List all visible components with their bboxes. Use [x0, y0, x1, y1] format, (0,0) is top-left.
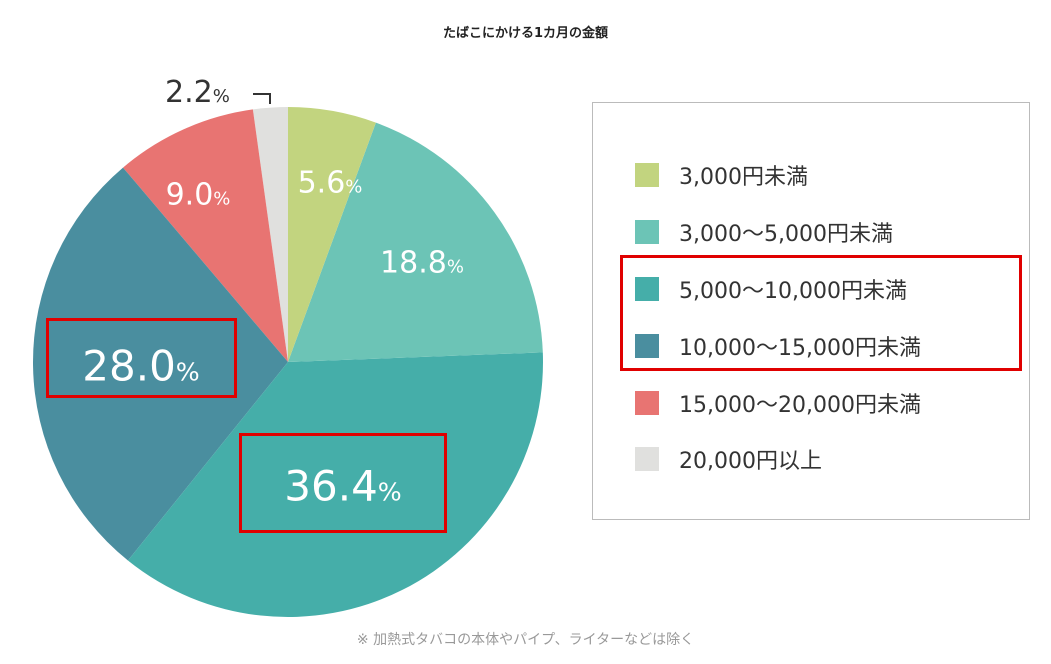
legend: 3,000円未満 3,000〜5,000円未満 5,000〜10,000円未満 …	[592, 102, 1030, 520]
legend-item: 3,000円未満	[635, 159, 808, 191]
data-label-5: 2.2%	[165, 75, 230, 110]
highlight-box-28	[46, 318, 237, 398]
legend-item: 20,000円以上	[635, 443, 822, 475]
highlight-box-legend	[620, 255, 1022, 371]
legend-swatch	[635, 391, 659, 415]
pie-slice-5	[252, 107, 288, 362]
legend-swatch	[635, 163, 659, 187]
legend-label: 15,000〜20,000円未満	[679, 393, 921, 418]
legend-item: 3,000〜5,000円未満	[635, 216, 893, 248]
legend-item: 15,000〜20,000円未満	[635, 387, 921, 419]
legend-label: 20,000円以上	[679, 449, 822, 474]
pie-slice-0	[288, 107, 376, 362]
pie-slice-3	[32, 167, 288, 561]
legend-label: 3,000円未満	[679, 165, 808, 190]
data-label-3: 28.0%	[82, 341, 200, 391]
legend-swatch	[635, 220, 659, 244]
footnote: ※ 加熱式タバコの本体やパイプ、ライターなどは除く	[356, 632, 695, 648]
highlight-box-36	[239, 433, 447, 533]
pie-slice-4	[123, 109, 288, 362]
legend-item: 5,000〜10,000円未満	[635, 273, 907, 305]
data-label-2: 36.4%	[284, 461, 402, 511]
pie-slice-1	[288, 122, 543, 362]
legend-label: 10,000〜15,000円未満	[679, 336, 921, 361]
legend-item: 10,000〜15,000円未満	[635, 330, 921, 362]
chart-title: たばこにかける1カ月の金額	[442, 26, 609, 41]
legend-label: 5,000〜10,000円未満	[679, 279, 907, 304]
legend-swatch	[635, 447, 659, 471]
data-label-1: 18.8%	[380, 245, 464, 281]
legend-label: 3,000〜5,000円未満	[679, 222, 893, 247]
pie-slice-2	[127, 352, 543, 617]
legend-swatch	[635, 334, 659, 358]
legend-swatch	[635, 277, 659, 301]
data-label-4: 9.0%	[165, 177, 231, 213]
data-label-0: 5.6%	[297, 165, 363, 201]
callout-line	[253, 93, 271, 104]
